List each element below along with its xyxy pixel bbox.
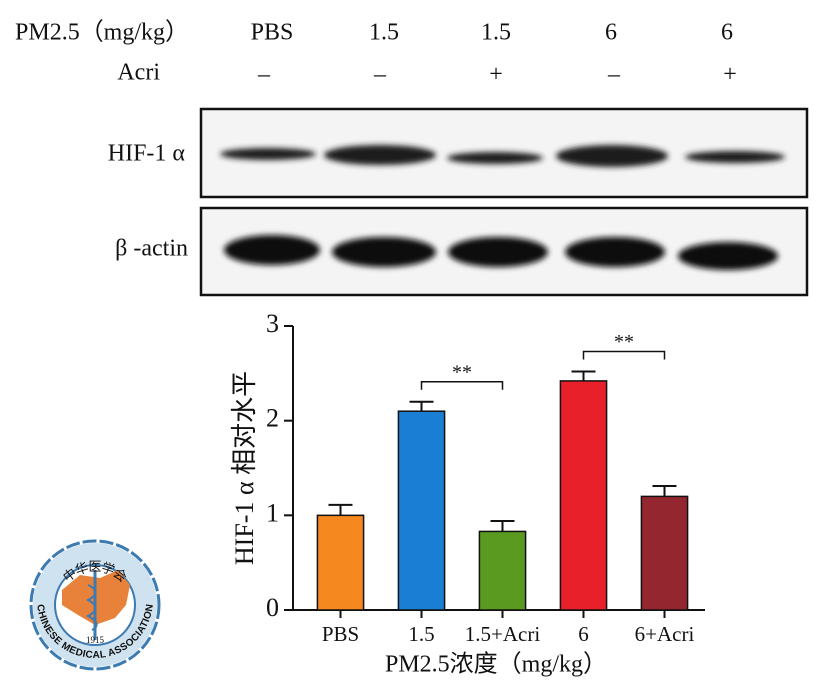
logo-year: 1915	[86, 635, 105, 645]
dose: PBS	[251, 20, 294, 46]
blot-row-label: β -actin	[115, 236, 188, 262]
significance-label: **	[614, 331, 634, 353]
y-tick-label: 3	[266, 309, 279, 338]
blot-row-label: HIF-1 α	[108, 141, 186, 167]
blot-actin	[199, 206, 809, 297]
treatment: +	[723, 62, 737, 88]
x-axis-label: PM2.5浓度（mg/kg）	[385, 651, 607, 678]
dose-label: PM2.5（mg/kg）	[15, 20, 189, 46]
x-tick-label: PBS	[322, 622, 359, 646]
bar	[478, 530, 527, 611]
bar	[640, 495, 689, 611]
significance-bracket	[582, 350, 666, 360]
dose: 1.5	[481, 20, 511, 46]
x-tick-label: 6	[578, 622, 589, 646]
treatment: +	[489, 62, 503, 88]
treatment: –	[373, 62, 387, 88]
dose: 1.5	[369, 20, 399, 46]
x-tick-label: 1.5	[408, 622, 434, 646]
bar	[316, 514, 365, 611]
treatment: –	[257, 62, 271, 88]
treatment-label: Acri	[117, 60, 160, 86]
x-tick-label: 6+Acri	[635, 622, 695, 646]
bar	[559, 380, 608, 611]
y-tick-label: 0	[266, 593, 279, 622]
bar	[397, 410, 446, 611]
x-tick-label: 1.5+Acri	[465, 622, 541, 646]
y-tick-label: 1	[266, 498, 279, 527]
treatment: –	[607, 62, 621, 88]
dose: 6	[605, 20, 617, 46]
significance-bracket	[420, 380, 504, 390]
significance-label: **	[452, 361, 472, 383]
logo: 中华医学会 CHINESE MEDICAL ASSOCIATION 1915	[29, 539, 161, 671]
y-tick-label: 2	[266, 404, 279, 433]
y-axis-label: HIF-1 α 相对水平	[230, 371, 259, 565]
dose: 6	[721, 20, 733, 46]
blot-hif	[199, 107, 809, 199]
